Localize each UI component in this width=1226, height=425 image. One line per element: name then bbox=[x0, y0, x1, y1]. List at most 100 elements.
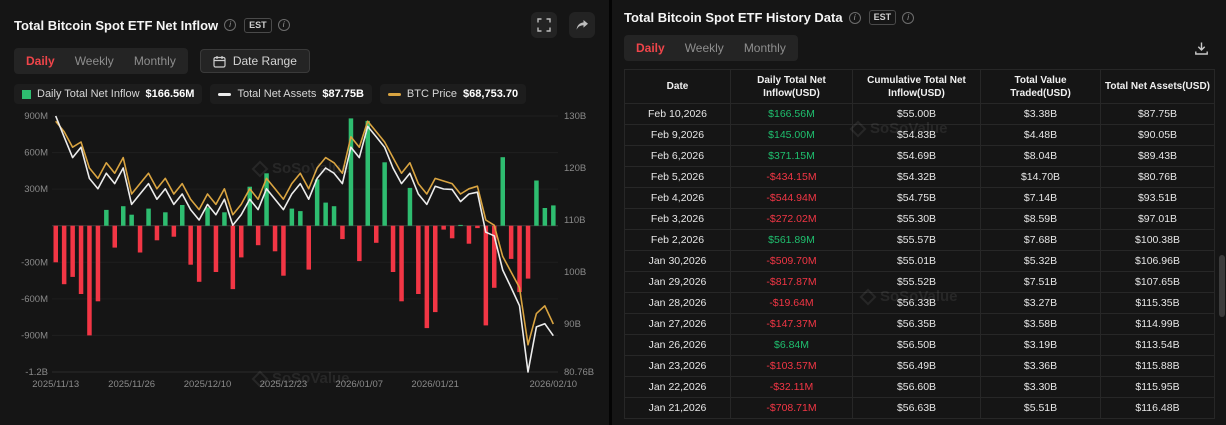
table-row[interactable]: Feb 2,2026 $561.89M $55.57B $7.68B $100.38B bbox=[624, 229, 1215, 251]
svg-text:100B: 100B bbox=[564, 267, 586, 278]
assets-cell: $116.48B bbox=[1100, 397, 1215, 419]
info-icon[interactable] bbox=[902, 11, 915, 24]
legend-label: Daily Total Net Inflow bbox=[37, 88, 140, 100]
tab-weekly[interactable]: Weekly bbox=[675, 37, 734, 59]
assets-cell: $107.65B bbox=[1100, 271, 1215, 293]
tab-daily[interactable]: Daily bbox=[626, 37, 675, 59]
history-table: Date Daily Total Net Inflow(USD) Cumulativ… bbox=[624, 69, 1215, 419]
assets-cell: $115.88B bbox=[1100, 355, 1215, 377]
share-button[interactable] bbox=[569, 12, 595, 38]
net-inflow-cell: -$103.57M bbox=[730, 355, 853, 377]
date: Jan 26,2026 bbox=[624, 334, 731, 356]
download-button[interactable] bbox=[1188, 35, 1214, 61]
svg-text:-900M: -900M bbox=[21, 330, 48, 341]
legend-item-btc-price[interactable]: BTC Price $68,753.70 bbox=[379, 84, 527, 104]
column-header[interactable]: Cumulative Total Net Inflow(USD) bbox=[852, 69, 981, 104]
traded-cell: $7.51B bbox=[980, 271, 1101, 293]
net-inflow-cell: -$817.87M bbox=[730, 271, 853, 293]
table-row[interactable]: Feb 4,2026 -$544.94M $54.75B $7.14B $93.51B bbox=[624, 187, 1215, 209]
column-header[interactable]: Date bbox=[624, 69, 731, 104]
left-controls: Daily Weekly Monthly Date Range bbox=[14, 48, 595, 74]
svg-text:2025/11/26: 2025/11/26 bbox=[108, 379, 155, 390]
table-row[interactable]: Jan 27,2026 -$147.37M $56.35B $3.58B $114.99… bbox=[624, 313, 1215, 335]
net-inflow-cell: -$434.15M bbox=[730, 166, 853, 188]
legend-value: $166.56M bbox=[145, 88, 195, 100]
fullscreen-button[interactable] bbox=[530, 12, 557, 38]
date: Jan 28,2026 bbox=[624, 292, 731, 314]
table-row[interactable]: Feb 3,2026 -$272.02M $55.30B $8.59B $97.01B bbox=[624, 208, 1215, 230]
date: Jan 22,2026 bbox=[624, 376, 731, 398]
traded-cell: $5.51B bbox=[980, 397, 1101, 419]
table-row[interactable]: Jan 22,2026 -$32.11M $56.60B $3.30B $115.95B bbox=[624, 376, 1215, 398]
legend-item-net-inflow[interactable]: Daily Total Net Inflow $166.56M bbox=[14, 84, 203, 104]
cumulative-cell: $54.83B bbox=[852, 124, 981, 146]
column-header[interactable]: Total Net Assets(USD) bbox=[1100, 69, 1215, 104]
svg-text:120B: 120B bbox=[564, 163, 586, 174]
legend-item-net-assets[interactable]: Total Net Assets $87.75B bbox=[210, 84, 372, 104]
table-row[interactable]: Jan 23,2026 -$103.57M $56.49B $3.36B $115.88… bbox=[624, 355, 1215, 377]
svg-text:2025/12/23: 2025/12/23 bbox=[260, 379, 308, 390]
net-inflow-cell: -$32.11M bbox=[730, 376, 853, 398]
tab-monthly[interactable]: Monthly bbox=[124, 50, 186, 72]
table-row[interactable]: Jan 28,2026 -$19.64M $56.33B $3.27B $115.35B bbox=[624, 292, 1215, 314]
date: Jan 29,2026 bbox=[624, 271, 731, 293]
net-inflow-cell: -$19.64M bbox=[730, 292, 853, 314]
column-header[interactable]: Total Value Traded(USD) bbox=[980, 69, 1101, 104]
table-row[interactable]: Feb 9,2026 $145.00M $54.83B $4.48B $90.05B bbox=[624, 124, 1215, 146]
info-icon[interactable] bbox=[277, 19, 290, 31]
net-inflow-cell: $371.15M bbox=[730, 145, 853, 167]
history-table-head-row: Date Daily Total Net Inflow(USD) Cumulativ… bbox=[624, 69, 1215, 104]
traded-cell: $3.36B bbox=[980, 355, 1101, 377]
est-badge: EST bbox=[244, 17, 272, 33]
fullscreen-icon bbox=[536, 18, 551, 32]
left-panel-title: Total Bitcoin Spot ETF Net Inflow bbox=[14, 17, 219, 33]
svg-text:2025/12/10: 2025/12/10 bbox=[184, 379, 232, 390]
date: Feb 6,2026 bbox=[624, 145, 731, 167]
tab-monthly[interactable]: Monthly bbox=[734, 37, 796, 59]
svg-text:2026/01/21: 2026/01/21 bbox=[411, 379, 459, 390]
cumulative-cell: $56.63B bbox=[852, 397, 981, 419]
table-row[interactable]: Feb 5,2026 -$434.15M $54.32B $14.70B $80.76B bbox=[624, 166, 1215, 188]
net-inflow-chart[interactable]: 900M 600M 300M -300M -600M -900M -1.2B 130B 120B… bbox=[14, 108, 595, 404]
info-icon[interactable] bbox=[848, 11, 861, 24]
legend-value: $68,753.70 bbox=[463, 88, 519, 100]
net-inflow-panel: Total Bitcoin Spot ETF Net Inflow EST Da… bbox=[0, 0, 609, 425]
orange-dash-marker bbox=[387, 92, 401, 96]
tab-daily[interactable]: Daily bbox=[16, 50, 65, 72]
table-row[interactable]: Jan 29,2026 -$817.87M $55.52B $7.51B $107.65… bbox=[624, 271, 1215, 293]
legend-label: Total Net Assets bbox=[237, 88, 317, 100]
net-inflow-cell: -$147.37M bbox=[730, 313, 853, 335]
table-row[interactable]: Jan 30,2026 -$509.70M $55.01B $5.32B $106.96… bbox=[624, 250, 1215, 272]
tab-weekly[interactable]: Weekly bbox=[65, 50, 124, 72]
svg-text:2026/01/07: 2026/01/07 bbox=[336, 379, 384, 390]
info-icon[interactable] bbox=[224, 19, 237, 31]
net-inflow-cell: -$509.70M bbox=[730, 250, 853, 272]
date-range-button[interactable]: Date Range bbox=[199, 49, 310, 73]
net-inflow-cell: -$272.02M bbox=[730, 208, 853, 230]
cumulative-cell: $55.30B bbox=[852, 208, 981, 230]
net-inflow-cell: $166.56M bbox=[730, 103, 853, 125]
table-row[interactable]: Jan 21,2026 -$708.71M $56.63B $5.51B $116.48… bbox=[624, 397, 1215, 419]
cumulative-cell: $54.75B bbox=[852, 187, 981, 209]
svg-text:90B: 90B bbox=[564, 319, 581, 330]
svg-text:-1.2B: -1.2B bbox=[25, 367, 48, 378]
column-header[interactable]: Daily Total Net Inflow(USD) bbox=[730, 69, 853, 104]
cumulative-cell: $54.32B bbox=[852, 166, 981, 188]
assets-cell: $106.96B bbox=[1100, 250, 1215, 272]
traded-cell: $3.30B bbox=[980, 376, 1101, 398]
table-row[interactable]: Jan 26,2026 $6.84M $56.50B $3.19B $113.54B bbox=[624, 334, 1215, 356]
chart-canvas[interactable]: 900M 600M 300M -300M -600M -900M -1.2B 130B 120B… bbox=[14, 108, 595, 404]
date: Feb 3,2026 bbox=[624, 208, 731, 230]
table-row[interactable]: Feb 6,2026 $371.15M $54.69B $8.04B $89.43B bbox=[624, 145, 1215, 167]
table-row[interactable]: Feb 10,2026 $166.56M $55.00B $3.38B $87.75B bbox=[624, 103, 1215, 125]
net-inflow-cell: -$708.71M bbox=[730, 397, 853, 419]
net-inflow-cell: $561.89M bbox=[730, 229, 853, 251]
date: Feb 2,2026 bbox=[624, 229, 731, 251]
date: Jan 23,2026 bbox=[624, 355, 731, 377]
svg-text:900M: 900M bbox=[24, 111, 48, 122]
svg-text:110B: 110B bbox=[564, 215, 585, 226]
traded-cell: $14.70B bbox=[980, 166, 1101, 188]
date: Jan 27,2026 bbox=[624, 313, 731, 335]
table-scrollbar[interactable] bbox=[1219, 255, 1225, 317]
left-tab-group: Daily Weekly Monthly bbox=[14, 48, 188, 74]
